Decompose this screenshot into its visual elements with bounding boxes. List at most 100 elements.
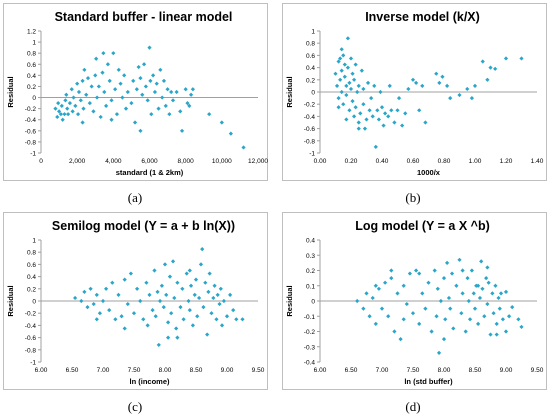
data-point (364, 291, 369, 296)
x-tick-label: 8,000 (178, 158, 195, 165)
data-point (389, 276, 394, 281)
data-point (75, 112, 81, 117)
data-point (228, 131, 233, 136)
y-tick-label: -0.8 (304, 138, 316, 145)
data-point (66, 112, 71, 117)
data-point (89, 84, 94, 89)
data-point (129, 100, 134, 106)
data-point (53, 106, 58, 111)
data-point (438, 298, 443, 304)
chart-panel-d: Log model (Y = a X ^b) -0.4 -0.3 -0.2 -0.1 0 0… (282, 212, 547, 390)
y-axis-title: Residual (6, 285, 15, 316)
x-tick-label: 0.60 (407, 158, 420, 165)
data-point (219, 120, 224, 125)
caption-b: (b) (405, 190, 421, 205)
data-point (85, 76, 91, 81)
data-point (157, 298, 163, 304)
y-tick-label: 1 (32, 238, 36, 245)
data-point (59, 103, 64, 108)
data-point (494, 321, 499, 326)
data-point (174, 89, 179, 95)
y-tick-label: 0.4 (27, 73, 36, 80)
y-tick-label: 1 (311, 29, 315, 36)
x-axis-title: standard (1 & 2km) (116, 168, 184, 177)
y-tick-label: 0.2 (306, 268, 315, 275)
y-tick-label: 1.2 (27, 29, 36, 36)
data-point (80, 120, 85, 125)
data-point (190, 87, 195, 92)
data-point (496, 295, 501, 301)
data-point (78, 98, 83, 103)
data-point (241, 145, 246, 150)
x-tick-label: 12,000 (248, 158, 268, 165)
data-point (160, 95, 165, 100)
caption-d: (d) (405, 399, 421, 414)
data-point (386, 114, 391, 119)
data-point (81, 106, 86, 111)
data-point (183, 87, 188, 92)
y-tick-label: 0.1 (306, 283, 315, 290)
data-point (372, 83, 377, 88)
x-tick-label: 1.40 (531, 158, 544, 165)
data-point (398, 337, 403, 342)
data-point (107, 78, 112, 84)
data-point (104, 103, 109, 108)
data-point (348, 86, 354, 92)
y-axis-title: Residual (285, 76, 294, 107)
data-point (141, 62, 147, 67)
data-point (200, 247, 205, 252)
data-point (58, 112, 63, 117)
data-point (379, 105, 385, 110)
data-point (414, 268, 419, 273)
data-point (449, 271, 455, 276)
data-point (145, 98, 150, 103)
x-tick-label: 6.50 (66, 367, 79, 374)
y-tick-label: -0.1 (304, 314, 316, 321)
data-point (70, 109, 75, 114)
data-point (410, 311, 416, 316)
data-point (480, 286, 485, 291)
x-tick-label: 7.50 (128, 367, 141, 374)
y-tick-label: 0 (311, 299, 315, 306)
data-point (60, 117, 65, 122)
chart-d-svg: Log model (Y = a X ^b) -0.4 -0.3 -0.2 -0.1 0 0… (282, 212, 547, 390)
data-point (434, 71, 439, 76)
data-point (476, 321, 481, 326)
data-point (207, 112, 212, 117)
y-tick-label: -0.6 (25, 128, 37, 135)
y-tick-label: -0.3 (304, 344, 316, 351)
data-point (355, 298, 360, 304)
chart-title: Standard buffer - linear model (55, 10, 233, 24)
data-point (63, 98, 68, 103)
y-tick-label: -0.2 (25, 106, 37, 113)
data-point (113, 87, 118, 92)
data-point (88, 286, 93, 291)
y-tick-label: 0.2 (27, 286, 36, 293)
data-point (434, 314, 439, 319)
y-tick-label: 0.3 (306, 253, 315, 260)
data-point (97, 311, 102, 316)
data-point (358, 111, 363, 116)
y-tick-label: 0.4 (306, 238, 315, 245)
y-tick-label: 1 (32, 40, 36, 47)
data-point (102, 89, 107, 95)
x-tick-label: 4,000 (105, 158, 122, 165)
data-point (169, 89, 174, 95)
data-point (136, 64, 141, 70)
data-point (149, 112, 154, 117)
data-point (488, 332, 493, 337)
data-point (178, 109, 183, 114)
data-point (73, 295, 78, 301)
data-point (75, 81, 80, 86)
data-point (457, 257, 462, 262)
y-tick-label: -0.2 (304, 329, 316, 336)
data-point (79, 298, 84, 304)
y-tick-label: -0.2 (25, 311, 37, 318)
y-axis-title: Residual (6, 76, 15, 107)
data-point (158, 67, 163, 72)
data-point (519, 324, 524, 330)
data-point (440, 74, 445, 79)
data-point (356, 120, 361, 125)
data-point (80, 78, 85, 84)
chart-title: Semilog model (Y = a + b ln(X)) (52, 219, 235, 233)
